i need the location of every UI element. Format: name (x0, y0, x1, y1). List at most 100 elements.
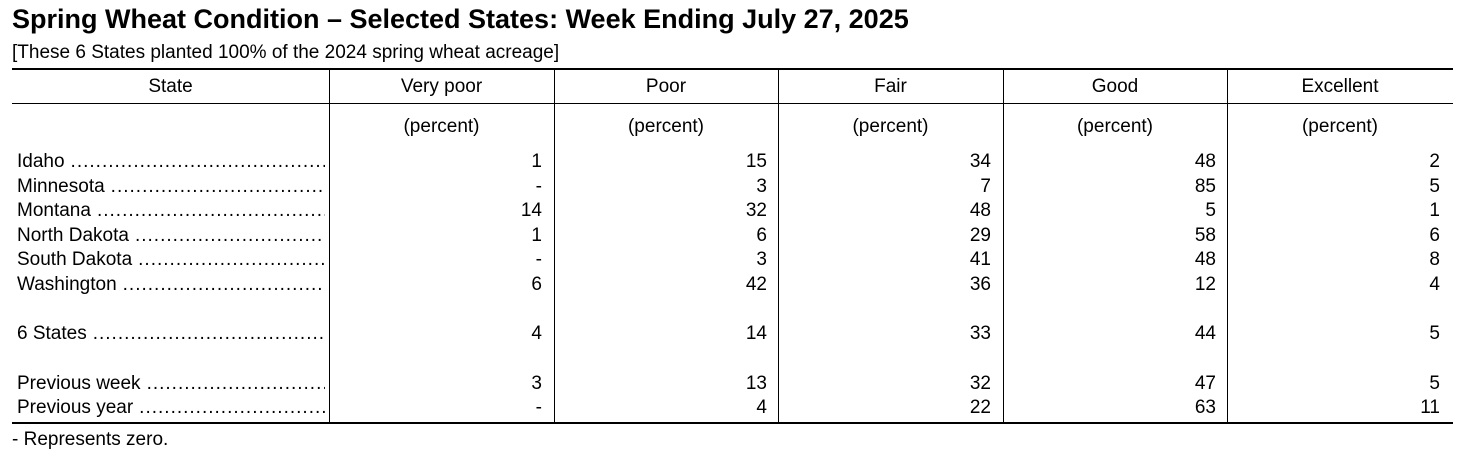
table-cell: 42 (745, 274, 767, 295)
row-label: Previous week...........................… (17, 373, 325, 397)
table-cell: 6 (756, 225, 767, 246)
table-cell: 11 (1420, 397, 1440, 418)
table-cell: 48 (969, 200, 991, 221)
table-cell: 5 (1205, 200, 1216, 221)
table-cell: 1 (531, 225, 542, 246)
page-subtitle: [These 6 States planted 100% of the 2024… (12, 42, 560, 63)
column-divider (778, 70, 779, 422)
unit-label: (percent) (852, 116, 929, 137)
table-cell: 15 (745, 151, 767, 172)
unit-label: (percent) (403, 116, 480, 137)
table-cell: 22 (969, 397, 991, 418)
table-cell: - (535, 176, 542, 197)
row-label-text: 6 States (17, 323, 87, 344)
table-cell: 13 (745, 373, 767, 394)
table-cell: 12 (1194, 274, 1216, 295)
column-divider (1227, 70, 1228, 422)
table-row: South Dakota............................… (12, 249, 1453, 273)
table-cell: 6 (531, 274, 542, 295)
page-title: Spring Wheat Condition – Selected States… (12, 4, 909, 34)
leader-dots: ........................................… (70, 151, 325, 172)
footnote: - Represents zero. (12, 429, 169, 450)
row-label: Minnesota...............................… (17, 176, 325, 200)
table-cell: 5 (1429, 373, 1440, 394)
table-cell: 2 (1429, 151, 1440, 172)
table-cell: 14 (520, 200, 542, 221)
table-row: Minnesota...............................… (12, 176, 1453, 200)
column-header-fair: Fair (874, 76, 907, 97)
table-row: North Dakota............................… (12, 225, 1453, 249)
row-label: North Dakota............................… (17, 225, 325, 249)
table-cell: 4 (756, 397, 767, 418)
column-header-good: Good (1091, 76, 1139, 97)
row-label: Washington..............................… (17, 274, 325, 298)
column-header-excellent: Excellent (1301, 76, 1379, 97)
table-cell: 58 (1194, 225, 1216, 246)
table-row: 6 States................................… (12, 323, 1453, 347)
table-cell: 5 (1429, 323, 1440, 344)
header-divider (12, 103, 1453, 104)
row-label-text: Idaho (17, 151, 65, 172)
table-row: Idaho...................................… (12, 151, 1453, 175)
table-cell: 44 (1194, 323, 1216, 344)
table-cell: 63 (1194, 397, 1216, 418)
table-row: Previous week...........................… (12, 373, 1453, 397)
table-cell: 3 (756, 249, 767, 270)
table-cell: 41 (969, 249, 991, 270)
leader-dots: ........................................… (122, 274, 325, 295)
column-divider (1003, 70, 1004, 422)
row-label-text: Washington (17, 274, 117, 295)
table-cell: 3 (531, 373, 542, 394)
table-cell: 36 (969, 274, 991, 295)
leader-dots: ........................................… (134, 225, 325, 246)
table-cell: 4 (1429, 274, 1440, 295)
unit-label: (percent) (627, 116, 705, 137)
column-divider (329, 70, 330, 422)
table-cell: 4 (531, 323, 542, 344)
row-label: Montana.................................… (17, 200, 325, 224)
table-cell: 7 (980, 176, 991, 197)
condition-table: State Very poor Poor Fair Good Excellent… (12, 68, 1453, 424)
leader-dots: ........................................… (110, 176, 325, 197)
table-cell: 6 (1429, 225, 1440, 246)
table-cell: - (535, 397, 542, 418)
column-divider (554, 70, 555, 422)
table-cell: 1 (1429, 200, 1440, 221)
table-cell: 29 (969, 225, 991, 246)
row-label-text: Minnesota (17, 176, 105, 197)
row-label-text: Previous week (17, 373, 141, 394)
row-label: 6 States................................… (17, 323, 325, 347)
leader-dots: ........................................… (92, 323, 325, 344)
leader-dots: ........................................… (146, 373, 325, 394)
leader-dots: ........................................… (138, 249, 325, 270)
table-cell: 8 (1429, 249, 1440, 270)
unit-label: (percent) (1076, 116, 1154, 137)
row-label: Idaho...................................… (17, 151, 325, 175)
table-cell: 5 (1429, 176, 1440, 197)
table-cell: 48 (1194, 151, 1216, 172)
table-cell: 33 (969, 323, 991, 344)
column-header-poor: Poor (645, 76, 687, 97)
row-label-text: North Dakota (17, 225, 129, 246)
row-label: Previous year...........................… (17, 397, 325, 421)
unit-label: (percent) (1301, 116, 1379, 137)
table-row: Previous year...........................… (12, 397, 1453, 421)
table-cell: 14 (745, 323, 767, 344)
column-header-state: State (148, 76, 193, 97)
table-cell: 32 (969, 373, 991, 394)
table-row: Washington..............................… (12, 274, 1453, 298)
table-cell: 47 (1194, 373, 1216, 394)
row-label-text: Montana (17, 200, 91, 221)
table-cell: 32 (745, 200, 767, 221)
leader-dots: ........................................… (139, 397, 325, 418)
table-row: Montana.................................… (12, 200, 1453, 224)
row-label-text: Previous year (17, 397, 134, 418)
table-cell: 34 (969, 151, 991, 172)
table-cell: 1 (531, 151, 542, 172)
table-cell: 3 (756, 176, 767, 197)
table-cell: - (535, 249, 542, 270)
table-cell: 48 (1194, 249, 1216, 270)
row-label: South Dakota............................… (17, 249, 325, 273)
leader-dots: ........................................… (96, 200, 325, 221)
column-header-very-poor: Very poor (400, 76, 483, 97)
